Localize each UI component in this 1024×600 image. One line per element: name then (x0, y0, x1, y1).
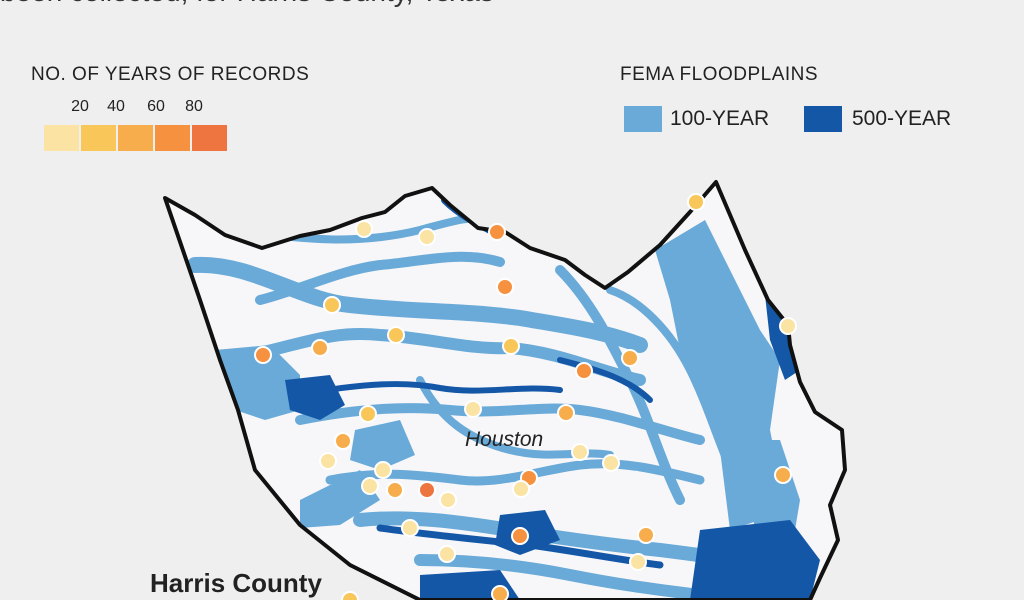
gauge-marker (361, 477, 379, 495)
floodplain-100-year-label: 100-YEAR (670, 107, 770, 130)
gauge-marker (637, 526, 655, 544)
gauge-marker (496, 278, 514, 296)
gauge-marker (311, 339, 329, 357)
floodplain-100-year-channel (325, 459, 705, 486)
floodplain-500-year-area (285, 375, 345, 420)
years-swatch (44, 125, 79, 151)
years-swatch (155, 125, 190, 151)
gauge-marker (488, 223, 506, 241)
gauge-marker (323, 296, 341, 314)
floodplain-100-year-swatch (624, 106, 662, 132)
floodplain-500-year-channel (376, 524, 664, 569)
floodplain-100-year-channel (255, 251, 505, 305)
years-swatch (118, 125, 153, 151)
county-name-label: Harris County (150, 568, 322, 598)
years-tick: 20 (71, 98, 89, 115)
gauge-marker (254, 346, 272, 364)
floodplain-100-year-channel (187, 256, 648, 353)
floodplain-100-year-area (350, 420, 415, 470)
gauge-marker (621, 349, 639, 367)
gauge-marker (687, 193, 705, 211)
gauge-marker (491, 585, 509, 600)
years-swatch (192, 125, 227, 151)
floodplain-500-year-area (690, 520, 820, 600)
floodplain-500-year-area (765, 295, 800, 380)
gauge-marker (439, 491, 457, 509)
floodplain-100-year-area (300, 470, 380, 528)
gauge-marker (438, 545, 456, 563)
houston-label: Houston (465, 428, 543, 451)
gauge-marker (602, 454, 620, 472)
years-tick: 40 (107, 98, 125, 115)
gauge-marker (334, 432, 352, 450)
floodplain-100-year-channel (606, 286, 744, 494)
gauge-marker (511, 527, 529, 545)
gauge-marker (341, 591, 359, 600)
gauge-marker (387, 326, 405, 344)
gauge-marker (386, 481, 404, 499)
gauge-marker (779, 317, 797, 335)
subtitle-fragment: been collected, for Harris County, Texas (0, 0, 494, 8)
gauge-marker (774, 466, 792, 484)
gauge-marker (359, 405, 377, 423)
floodplain-500-year-swatch (804, 106, 842, 132)
years-tick: 60 (147, 98, 165, 115)
gauge-marker (418, 228, 436, 246)
floodplain-100-year-channel (414, 554, 706, 600)
county-boundary (163, 180, 847, 600)
floodplain-legend-heading: FEMA FLOODPLAINS (620, 64, 819, 85)
years-tick: 80 (185, 98, 203, 115)
years-swatch (81, 125, 116, 151)
gauge-marker (629, 553, 647, 571)
gauge-marker (401, 519, 419, 537)
gauge-marker (571, 443, 589, 461)
gauge-markers (254, 193, 797, 600)
gauge-marker (575, 362, 593, 380)
gauge-marker (557, 404, 575, 422)
floodplain-500-year-channel (297, 381, 563, 398)
gauge-marker (319, 452, 337, 470)
gauge-marker (464, 400, 482, 418)
gauge-marker (418, 481, 436, 499)
years-legend-heading: NO. OF YEARS OF RECORDS (31, 64, 310, 85)
gauge-marker (512, 480, 530, 498)
gauge-marker (502, 337, 520, 355)
floodplain-500-year-channel (557, 357, 653, 403)
floodplain-500-year-label: 500-YEAR (852, 107, 952, 130)
floodplain-100-year-channel (555, 265, 685, 505)
gauge-marker (355, 220, 373, 238)
years-color-scale (44, 125, 229, 151)
gauge-marker (374, 461, 392, 479)
